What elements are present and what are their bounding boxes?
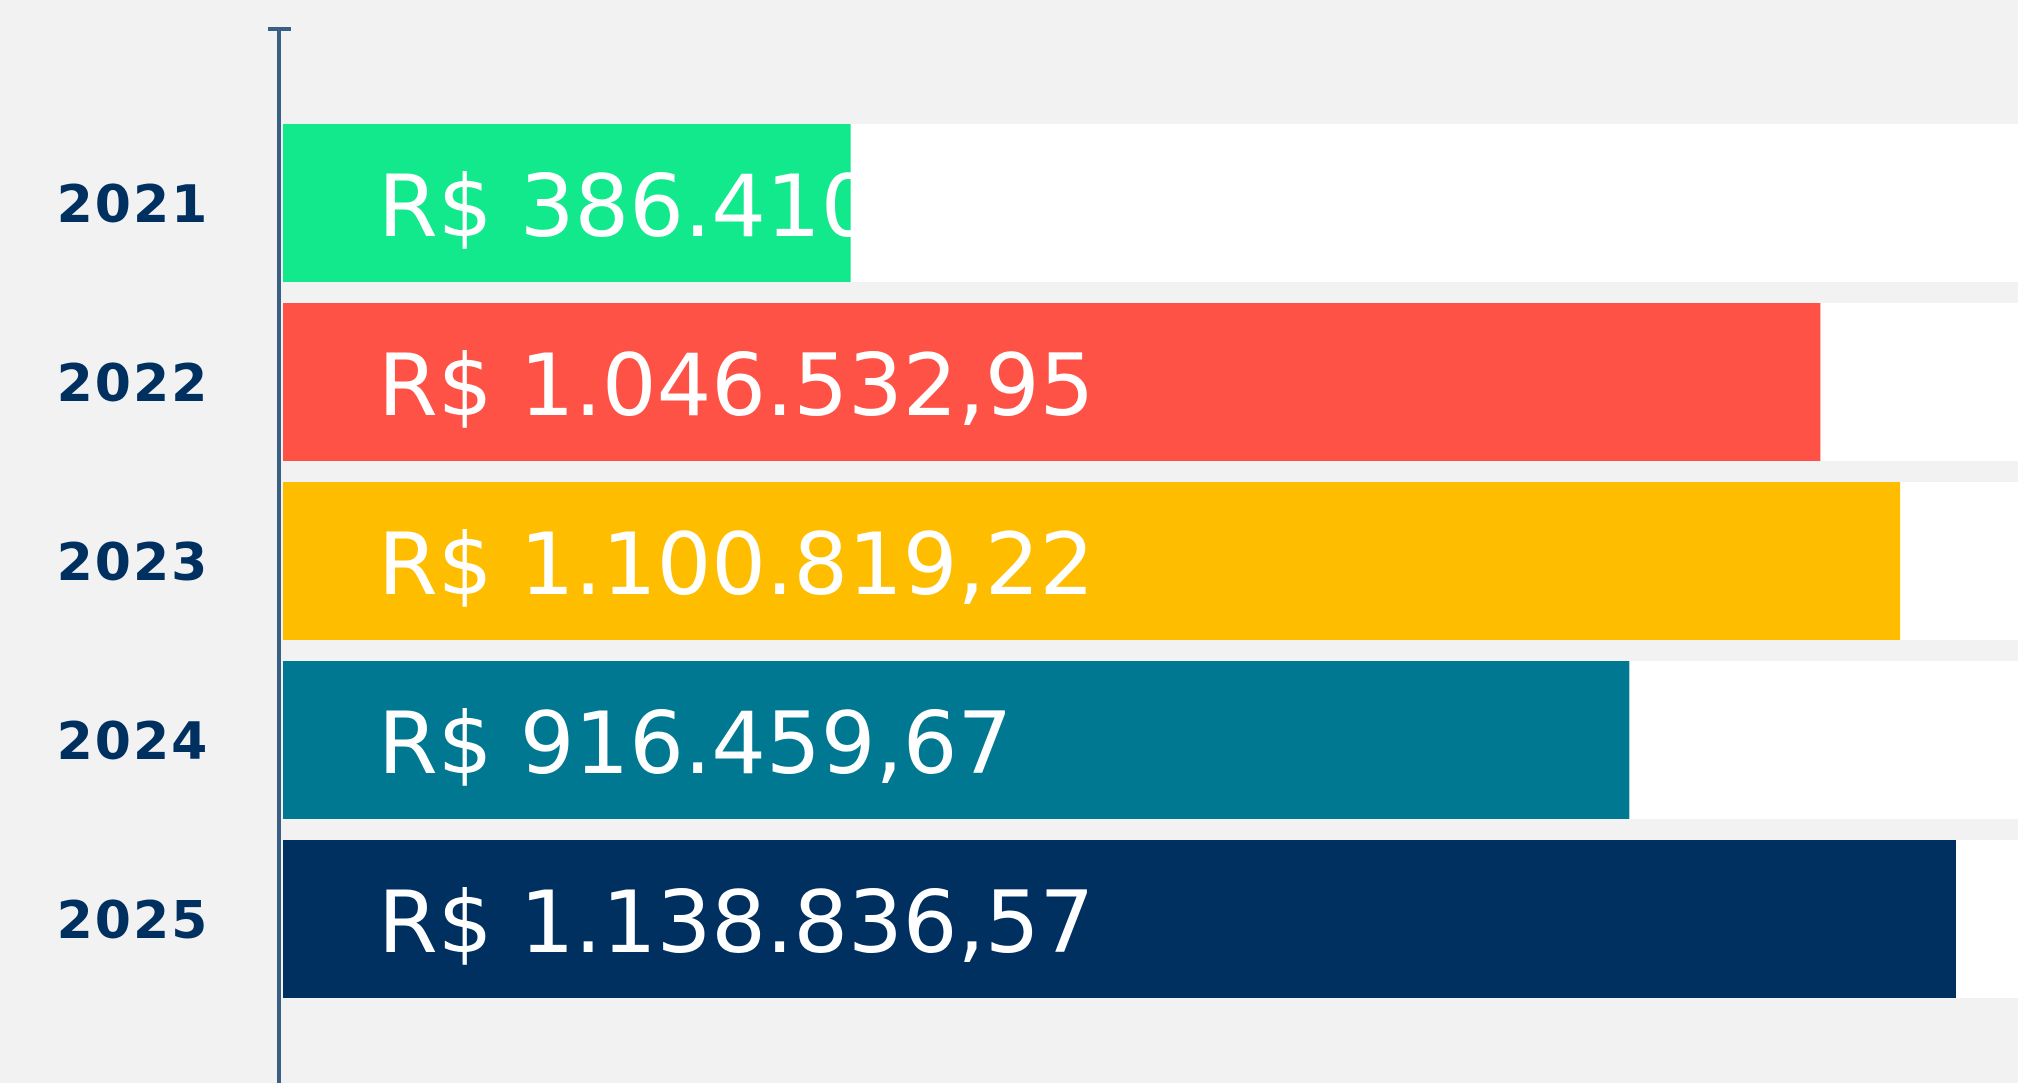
category-label: 2021 <box>57 175 210 235</box>
value-label: R$ 1.138.836,57 <box>378 873 1094 973</box>
category-label: 2022 <box>57 354 210 414</box>
bar <box>283 482 1901 640</box>
value-label: R$ 1.100.819,22 <box>378 515 1094 615</box>
category-label: 2025 <box>57 891 210 951</box>
category-label: 2024 <box>57 712 210 772</box>
bar <box>283 124 851 282</box>
value-label: R$ 1.046.532,95 <box>378 336 1094 436</box>
bar <box>283 661 1630 819</box>
value-label: R$ 916.459,67 <box>378 694 1012 794</box>
value-label: R$ 386.410,29 <box>378 157 1012 257</box>
bar <box>283 840 1956 998</box>
bar <box>283 303 1821 461</box>
rows: 2021 R$ 386.410,29 2022 R$ 1.046.532,95 2023… <box>57 124 2018 998</box>
category-label: 2023 <box>57 533 210 593</box>
